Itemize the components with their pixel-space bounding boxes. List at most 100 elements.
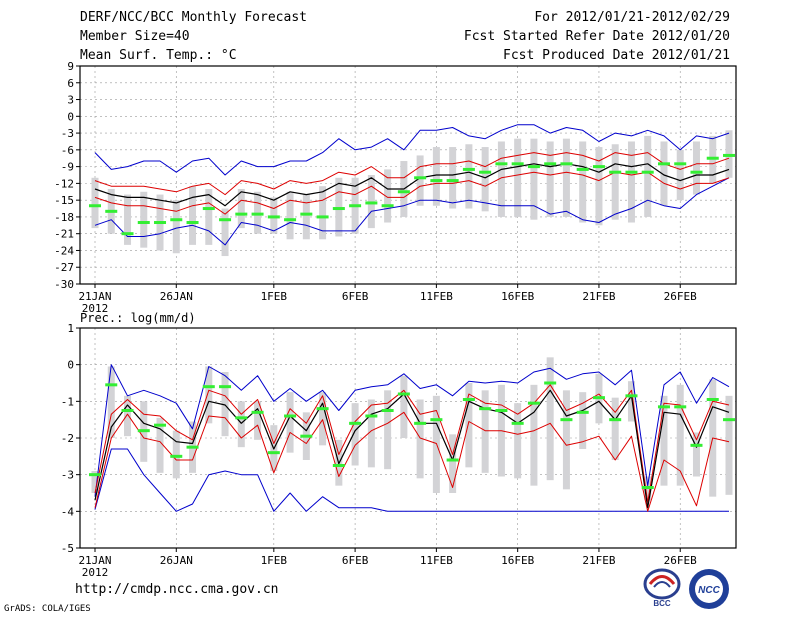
median-marker bbox=[576, 410, 589, 414]
x-tick-label: 21FEB bbox=[582, 554, 615, 567]
median-marker bbox=[609, 418, 622, 422]
x-tick-label: 16FEB bbox=[501, 554, 534, 567]
ncc-logo: NCC bbox=[689, 569, 729, 609]
ensemble-box bbox=[611, 397, 619, 460]
median-marker bbox=[414, 421, 427, 425]
ensemble-box bbox=[562, 390, 570, 490]
median-marker bbox=[576, 167, 589, 171]
ensemble-box bbox=[107, 366, 115, 438]
median-marker bbox=[723, 418, 735, 422]
x-tick-label: 21JAN bbox=[78, 554, 111, 567]
median-marker bbox=[105, 383, 118, 387]
min-line bbox=[94, 448, 729, 512]
ensemble-box bbox=[302, 194, 310, 240]
ensemble-box bbox=[384, 390, 392, 470]
y-tick-label: -24 bbox=[54, 244, 74, 257]
median-marker bbox=[235, 212, 248, 216]
median-marker bbox=[495, 162, 508, 166]
ensemble-box bbox=[465, 144, 473, 209]
y-tick-label: -21 bbox=[54, 228, 74, 241]
median-marker bbox=[365, 201, 378, 205]
y-tick-label: -18 bbox=[54, 211, 74, 224]
median-marker bbox=[170, 218, 183, 222]
ensemble-box bbox=[221, 208, 229, 257]
median-marker bbox=[414, 176, 427, 180]
ensemble-box bbox=[481, 147, 489, 212]
y-tick-label: -27 bbox=[54, 261, 74, 274]
median-marker bbox=[381, 204, 394, 208]
median-marker bbox=[300, 434, 313, 438]
ensemble-box bbox=[351, 403, 359, 466]
ensemble-box bbox=[497, 141, 505, 217]
y-tick-label: 0 bbox=[67, 110, 74, 123]
median-marker bbox=[641, 170, 654, 174]
max-line bbox=[94, 124, 730, 176]
median-marker bbox=[397, 190, 410, 194]
ensemble-box bbox=[595, 147, 603, 226]
x-tick-label: 21FEB bbox=[582, 290, 615, 303]
ensemble-box bbox=[611, 144, 619, 220]
y-tick-label: -2 bbox=[61, 432, 74, 445]
precipitation-panel: 1 0 -1 -2 -3 -4 -5 21JAN 26JAN 1FEB 6FEB 11FEB 16FEB… bbox=[61, 311, 737, 579]
ensemble-box bbox=[692, 432, 700, 477]
precip-title: Prec.: log(mm/d) bbox=[80, 311, 196, 325]
forecast-start-date: Fcst Started Refer Date 2012/01/20 bbox=[463, 29, 730, 44]
median-marker bbox=[89, 204, 101, 208]
median-marker bbox=[625, 394, 638, 398]
median-marker bbox=[137, 221, 150, 225]
ensemble-box bbox=[627, 141, 635, 223]
median-marker bbox=[544, 381, 557, 385]
ensemble-box bbox=[660, 395, 668, 486]
x-tick-label: 1FEB bbox=[261, 290, 288, 303]
y-tick-label: -30 bbox=[54, 278, 74, 291]
median-marker bbox=[495, 409, 508, 412]
median-marker bbox=[674, 162, 687, 166]
median-marker bbox=[381, 409, 394, 412]
y-tick-label: -1 bbox=[61, 395, 74, 408]
ensemble-box bbox=[189, 186, 197, 245]
bcc-logo-text: BCC bbox=[653, 599, 671, 608]
ensemble-box bbox=[124, 395, 132, 437]
median-marker bbox=[462, 167, 475, 171]
median-marker bbox=[365, 414, 378, 418]
ncc-logo-text: NCC bbox=[698, 585, 720, 596]
temperature-panel: 9 6 3 0 -3 -6 -9 -12 -15 -18 -21 -24 -27 -30 21JAN 26JA… bbox=[54, 60, 737, 315]
y-tick-label: 9 bbox=[67, 60, 74, 73]
ensemble-box bbox=[449, 147, 457, 209]
ensemble-box bbox=[644, 135, 652, 217]
median-marker bbox=[316, 215, 329, 219]
x-tick-label: 26JAN bbox=[160, 290, 193, 303]
source-url[interactable]: http://cmdp.ncc.cma.gov.cn bbox=[75, 582, 279, 597]
ensemble-box bbox=[400, 375, 408, 438]
x-tick-label: 6FEB bbox=[342, 554, 369, 567]
median-marker bbox=[300, 212, 313, 216]
x-year-label: 2012 bbox=[82, 302, 109, 315]
variable-label: Mean Surf. Temp.: °C bbox=[80, 48, 237, 63]
median-marker bbox=[137, 429, 150, 433]
median-marker bbox=[657, 162, 670, 166]
ensemble-box bbox=[676, 149, 684, 201]
ensemble-box bbox=[465, 383, 473, 468]
ensemble-box bbox=[254, 401, 262, 440]
ensemble-box bbox=[237, 401, 245, 448]
median-marker bbox=[121, 232, 134, 236]
median-marker bbox=[235, 416, 248, 420]
y-tick-label: -15 bbox=[54, 194, 74, 207]
ensemble-box bbox=[124, 194, 132, 245]
x-tick-label: 16FEB bbox=[501, 290, 534, 303]
y-tick-label: -4 bbox=[61, 505, 75, 518]
ensemble-box bbox=[449, 434, 457, 493]
ensemble-box bbox=[416, 155, 424, 206]
header-left: DERF/NCC/BCC Monthly Forecast Member Siz… bbox=[80, 10, 307, 67]
median-marker bbox=[511, 421, 524, 425]
upper-spread-line bbox=[94, 384, 730, 503]
median-marker bbox=[560, 162, 573, 166]
median-marker bbox=[349, 204, 362, 208]
x-year-label: 2012 bbox=[82, 566, 109, 579]
median-marker bbox=[430, 418, 443, 422]
ensemble-box bbox=[725, 395, 733, 495]
ensemble-box bbox=[172, 430, 180, 479]
ensemble-box bbox=[660, 141, 668, 206]
x-tick-label: 26FEB bbox=[664, 554, 697, 567]
x-tick-label: 21JAN bbox=[78, 290, 111, 303]
